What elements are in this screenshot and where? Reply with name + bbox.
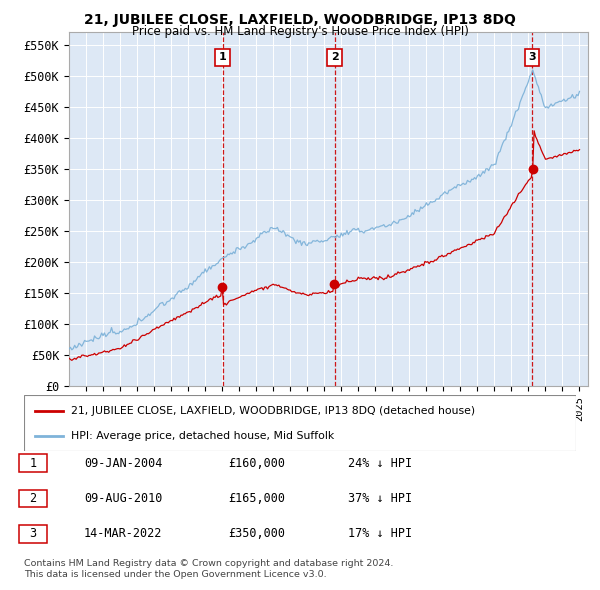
Text: Contains HM Land Registry data © Crown copyright and database right 2024.: Contains HM Land Registry data © Crown c…	[24, 559, 394, 568]
Text: 14-MAR-2022: 14-MAR-2022	[84, 527, 163, 540]
Text: This data is licensed under the Open Government Licence v3.0.: This data is licensed under the Open Gov…	[24, 571, 326, 579]
Text: 37% ↓ HPI: 37% ↓ HPI	[348, 492, 412, 505]
Text: Price paid vs. HM Land Registry's House Price Index (HPI): Price paid vs. HM Land Registry's House …	[131, 25, 469, 38]
Text: 21, JUBILEE CLOSE, LAXFIELD, WOODBRIDGE, IP13 8DQ (detached house): 21, JUBILEE CLOSE, LAXFIELD, WOODBRIDGE,…	[71, 406, 475, 416]
Text: £160,000: £160,000	[228, 457, 285, 470]
Text: 09-AUG-2010: 09-AUG-2010	[84, 492, 163, 505]
Text: 2: 2	[29, 492, 37, 505]
Text: 24% ↓ HPI: 24% ↓ HPI	[348, 457, 412, 470]
Text: 21, JUBILEE CLOSE, LAXFIELD, WOODBRIDGE, IP13 8DQ: 21, JUBILEE CLOSE, LAXFIELD, WOODBRIDGE,…	[84, 13, 516, 27]
FancyBboxPatch shape	[24, 395, 576, 451]
Text: 1: 1	[219, 53, 227, 63]
Text: 2: 2	[331, 53, 338, 63]
Text: 17% ↓ HPI: 17% ↓ HPI	[348, 527, 412, 540]
Text: 1: 1	[29, 457, 37, 470]
Text: HPI: Average price, detached house, Mid Suffolk: HPI: Average price, detached house, Mid …	[71, 431, 334, 441]
Text: £165,000: £165,000	[228, 492, 285, 505]
Text: 3: 3	[29, 527, 37, 540]
Text: £350,000: £350,000	[228, 527, 285, 540]
Text: 3: 3	[528, 53, 536, 63]
Text: 09-JAN-2004: 09-JAN-2004	[84, 457, 163, 470]
